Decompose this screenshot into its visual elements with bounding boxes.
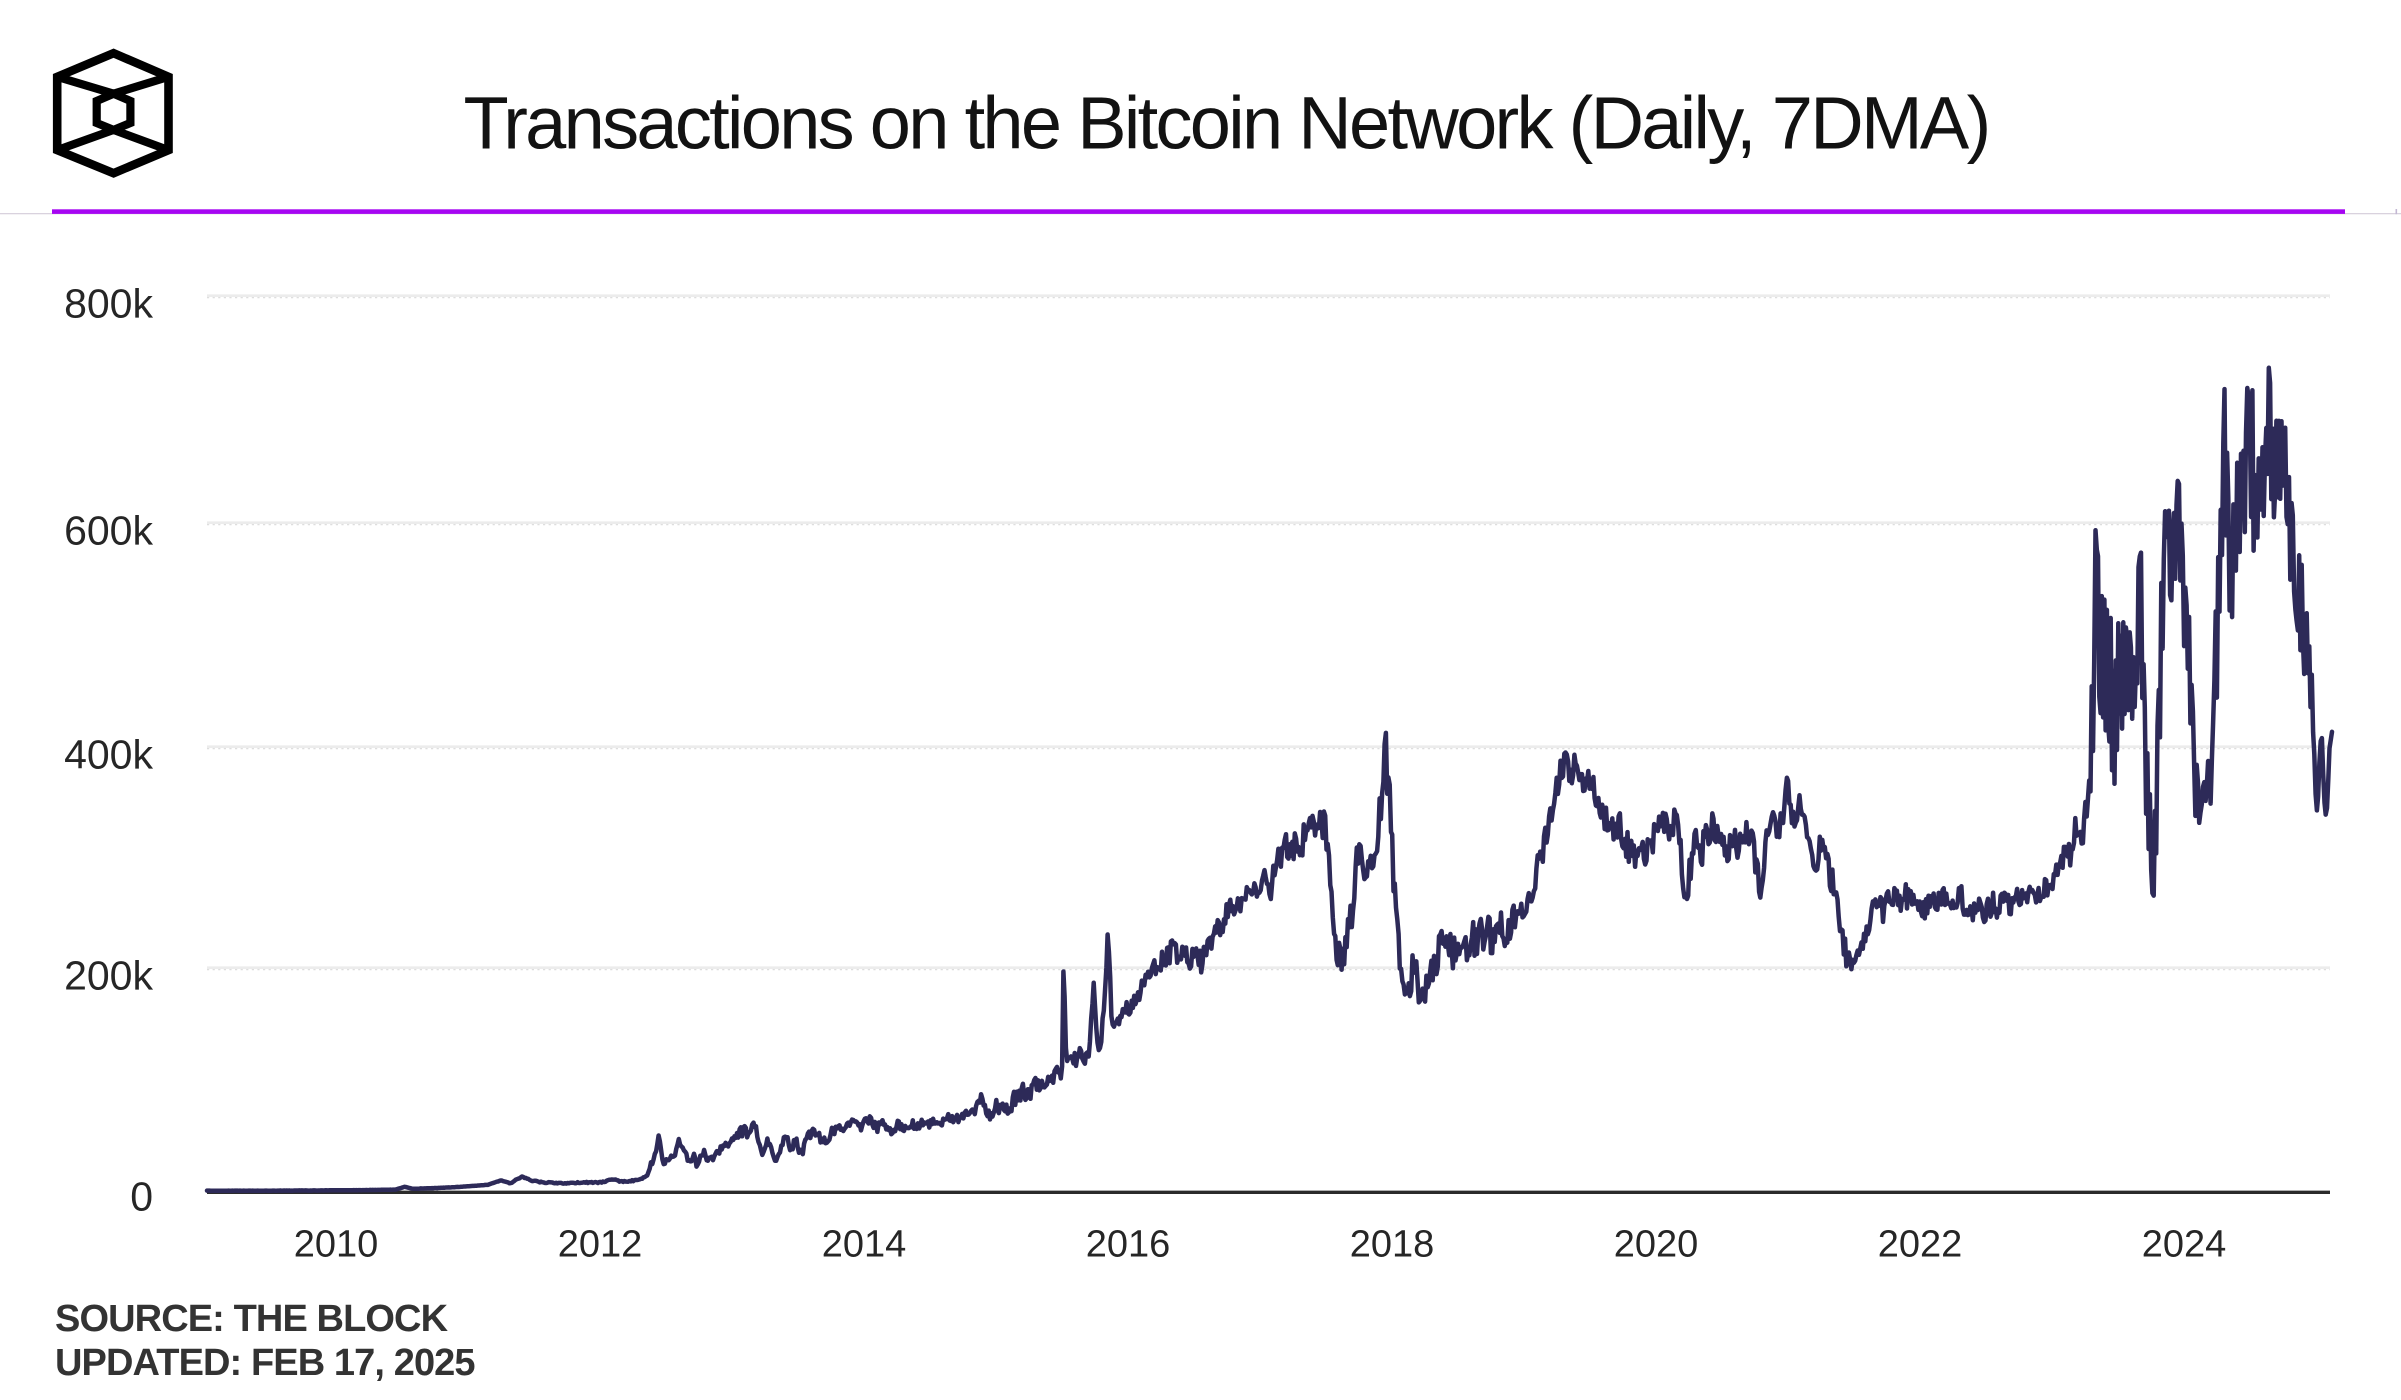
svg-text:600k: 600k: [64, 508, 153, 554]
svg-text:SOURCE: THE BLOCK: SOURCE: THE BLOCK: [55, 1298, 449, 1340]
svg-text:Transactions on the Bitcoin Ne: Transactions on the Bitcoin Network (Dai…: [463, 82, 1988, 165]
svg-text:2020: 2020: [1614, 1224, 1699, 1266]
svg-text:2010: 2010: [294, 1224, 379, 1266]
svg-text:2016: 2016: [1086, 1224, 1171, 1266]
svg-text:400k: 400k: [64, 732, 153, 778]
svg-text:2024: 2024: [2142, 1224, 2227, 1266]
svg-text:0: 0: [130, 1174, 153, 1220]
svg-text:2022: 2022: [1878, 1224, 1963, 1266]
svg-text:UPDATED: FEB 17, 2025: UPDATED: FEB 17, 2025: [55, 1342, 475, 1384]
svg-text:800k: 800k: [64, 281, 153, 327]
svg-text:200k: 200k: [64, 953, 153, 999]
svg-text:2018: 2018: [1350, 1224, 1435, 1266]
svg-text:2012: 2012: [558, 1224, 643, 1266]
svg-text:2014: 2014: [822, 1224, 907, 1266]
